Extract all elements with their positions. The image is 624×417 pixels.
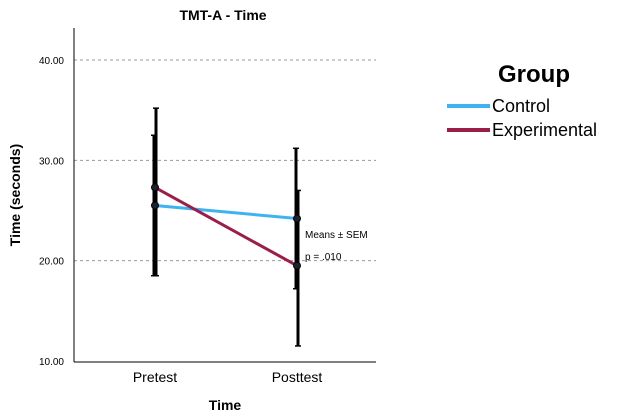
chart-title: TMT-A - Time [179, 7, 266, 23]
x-tick-label: Posttest [272, 369, 323, 385]
x-tick-label: Pretest [133, 369, 177, 385]
legend: Group Control Experimental [447, 61, 597, 140]
data-point [293, 214, 301, 223]
legend-label: Control [492, 96, 550, 116]
annotation-means: Means ± SEM [305, 230, 368, 241]
y-tick-label: 40.00 [39, 56, 64, 67]
y-tick-labels: 10.00 20.00 30.00 40.00 [39, 56, 64, 368]
y-tick-label: 20.00 [39, 257, 64, 268]
y-tick-label: 10.00 [39, 357, 64, 368]
series-lines [154, 186, 298, 267]
x-axis-title: Time [209, 397, 242, 413]
series-line [154, 203, 298, 221]
x-tick-labels: Pretest Posttest [133, 369, 323, 385]
y-tick-label: 30.00 [39, 156, 64, 167]
y-axis-title: Time (seconds) [7, 144, 23, 246]
data-point [151, 183, 159, 192]
data-point [293, 261, 301, 270]
legend-title: Group [498, 61, 570, 88]
data-points [151, 183, 301, 270]
data-point [151, 201, 159, 210]
legend-label: Experimental [492, 120, 597, 140]
gridlines [74, 59, 376, 262]
annotation-p-value: p = .010 [305, 252, 342, 263]
series-line [154, 186, 298, 267]
